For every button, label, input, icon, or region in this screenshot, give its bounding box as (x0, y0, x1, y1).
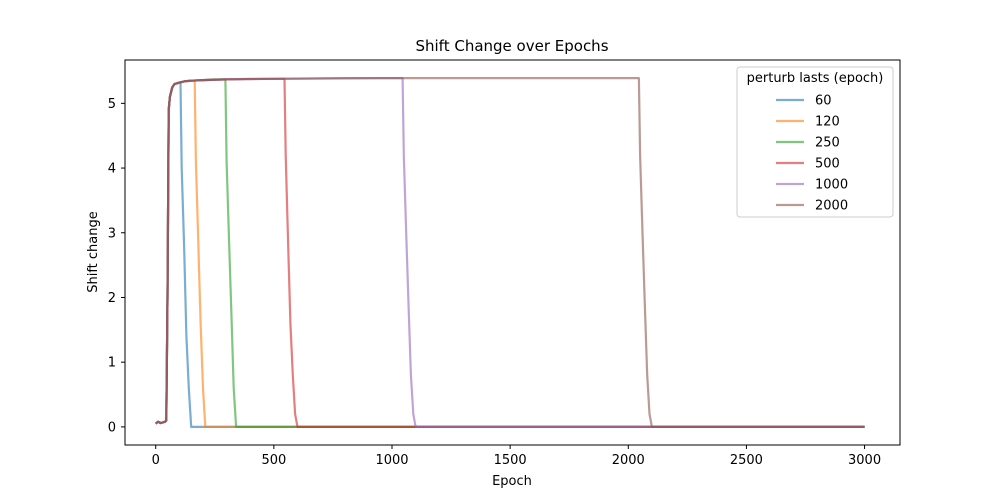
plot-lines (155, 76, 865, 428)
legend-label-60: 60 (815, 94, 832, 109)
legend-label-120: 120 (815, 115, 840, 130)
legend-label-500: 500 (815, 157, 840, 172)
legend-label-250: 250 (815, 136, 840, 151)
legend-title: perturb lasts (epoch) (747, 71, 884, 86)
y-tick-label: 1 (108, 356, 116, 371)
x-tick-label: 2500 (730, 453, 763, 468)
series-line-2000 (155, 76, 865, 428)
plot-frame (124, 59, 901, 446)
y-axis-title: Shift change (86, 211, 101, 293)
x-tick-label: 2000 (612, 453, 645, 468)
x-tick-label: 0 (152, 453, 160, 468)
y-tick-label: 4 (108, 162, 116, 177)
y-axis: 0 1 2 3 4 5 (108, 97, 125, 435)
x-tick-label: 1000 (375, 453, 408, 468)
x-tick-label: 500 (261, 453, 286, 468)
x-tick-label: 3000 (848, 453, 881, 468)
legend: perturb lasts (epoch) 60 120 250 500 1000 200… (736, 66, 894, 218)
x-axis: 0 500 1000 1500 2000 2500 3000 (152, 445, 881, 468)
x-axis-title: Epoch (492, 474, 532, 489)
x-tick-label: 1500 (494, 453, 527, 468)
y-tick-label: 5 (108, 97, 116, 112)
legend-label-1000: 1000 (815, 178, 848, 193)
chart-title: Shift Change over Epochs (415, 37, 608, 55)
legend-items: 60 120 250 500 1000 2000 (776, 94, 848, 214)
legend-label-2000: 2000 (815, 199, 848, 214)
y-tick-label: 3 (108, 226, 116, 241)
y-tick-label: 2 (108, 291, 116, 306)
legend-box (736, 66, 894, 218)
y-tick-label: 0 (108, 420, 116, 435)
